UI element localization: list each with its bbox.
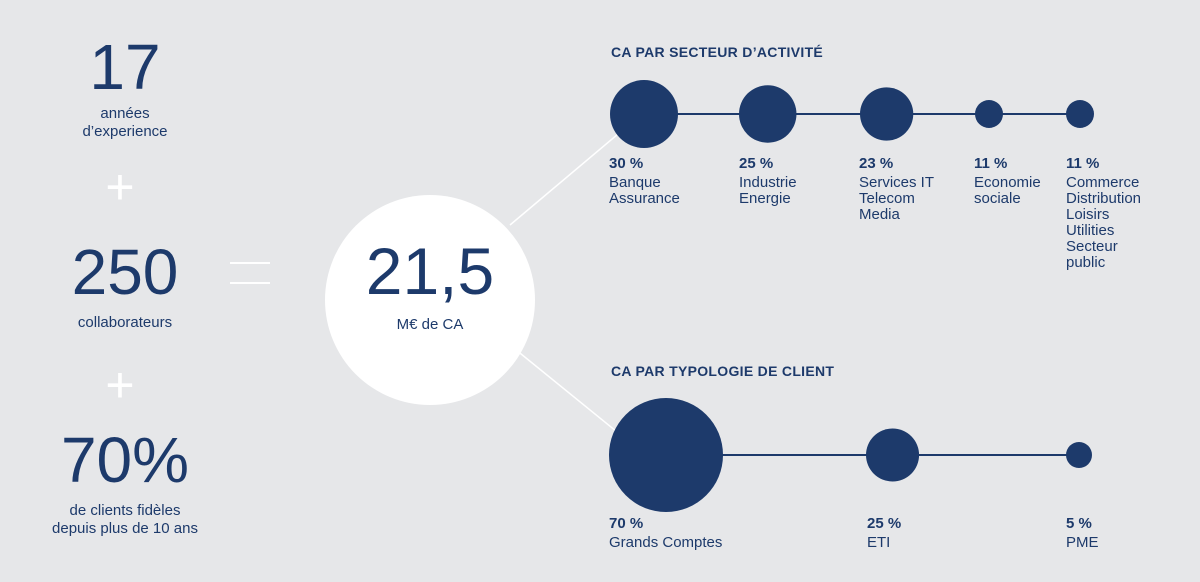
total-value: 21,5: [365, 234, 495, 308]
sector-1-label: Industrie Energie: [739, 174, 797, 207]
stat-loyalty-label: de clients fidèles depuis plus de 10 ans: [52, 502, 198, 537]
sector-1-dot: [739, 85, 797, 143]
stat-staff-label: collaborateurs: [77, 314, 173, 331]
client-2-label: PME: [1066, 534, 1099, 551]
client-2-percent: 5 %: [1066, 515, 1092, 532]
client-0-percent: 70 %: [609, 515, 644, 532]
stat-staff-value: 250: [71, 236, 179, 308]
sector-4-percent: 11 %: [1066, 155, 1100, 172]
sector-1-percent: 25 %: [739, 155, 774, 172]
sector-title: CA PAR SECTEUR D’ACTIVITÉ: [611, 44, 824, 60]
sector-4-dot: [1066, 100, 1094, 128]
sector-0-percent: 30 %: [609, 155, 644, 172]
sector-dots: [610, 80, 1094, 148]
client-2-dot: [1066, 442, 1092, 468]
sector-3-label: Economie sociale: [974, 174, 1041, 207]
total-circle: [325, 195, 535, 405]
plus-sign-1: +: [105, 159, 135, 215]
client-dots: [609, 398, 1092, 512]
sector-2-label: Services IT Telecom Media: [859, 174, 935, 223]
client-title: CA PAR TYPOLOGIE DE CLIENT: [611, 363, 835, 379]
client-0-label: Grands Comptes: [609, 534, 723, 551]
sector-3-dot: [975, 100, 1003, 128]
total-unit: M€ de CA: [396, 316, 464, 333]
client-1-dot: [866, 428, 920, 482]
sector-2-dot: [860, 87, 914, 141]
client-0-dot: [609, 398, 723, 512]
sector-2-percent: 23 %: [859, 155, 894, 172]
sector-0-dot: [610, 80, 678, 148]
stat-years-value: 17: [89, 31, 161, 103]
plus-sign-2: +: [105, 357, 135, 413]
sector-3-percent: 11 %: [974, 155, 1008, 172]
sector-0-label: Banque Assurance: [609, 174, 680, 207]
client-1-percent: 25 %: [867, 515, 902, 532]
equals-sign: [230, 262, 270, 302]
client-1-label: ETI: [867, 534, 891, 551]
stat-loyalty-value: 70%: [60, 424, 190, 496]
stat-years-label: années d’experience: [82, 105, 168, 140]
sector-4-label: Commerce Distribution Loisirs Utilities …: [1066, 174, 1142, 271]
